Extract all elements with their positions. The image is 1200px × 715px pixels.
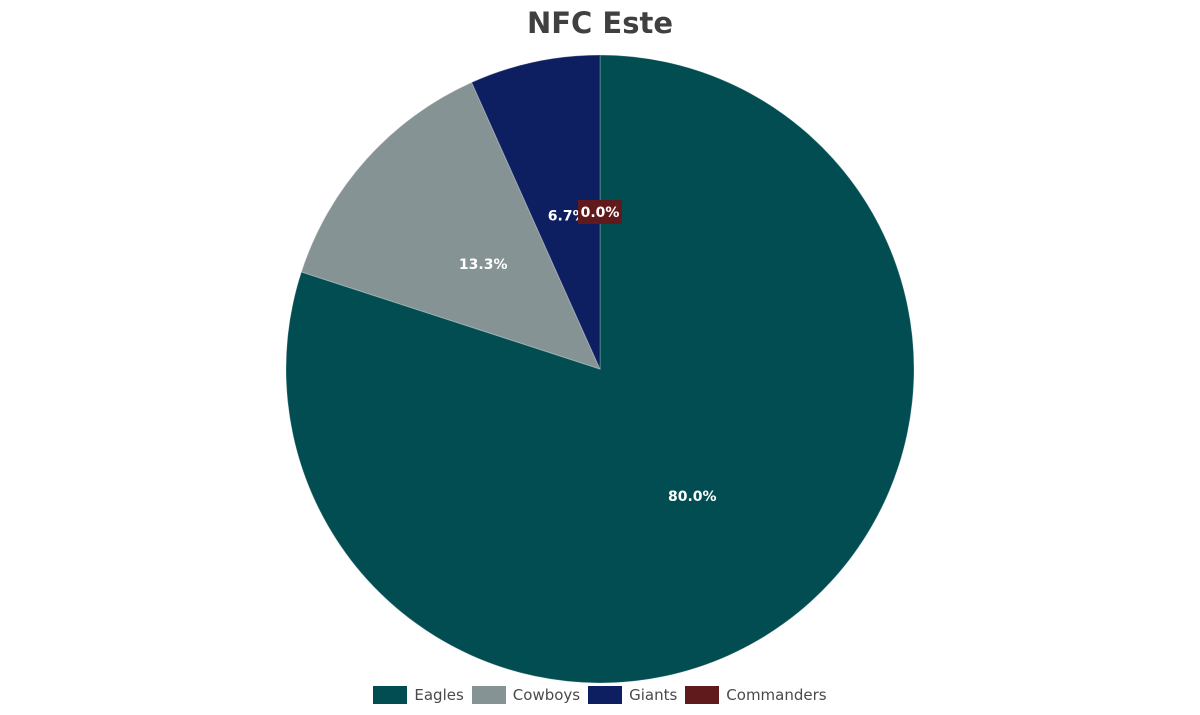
- legend-swatch: [373, 686, 408, 704]
- pie-slice-eagles[interactable]: [285, 54, 915, 684]
- slice-label-commanders: 0.0%: [578, 200, 622, 224]
- slice-label-cowboys: 13.3%: [459, 257, 508, 273]
- legend-item-giants[interactable]: Giants: [588, 686, 677, 704]
- legend-swatch: [471, 686, 506, 704]
- legend-swatch: [685, 686, 720, 704]
- legend-label: Giants: [629, 686, 678, 704]
- chart-title: NFC Este: [526, 6, 674, 40]
- legend-swatch: [588, 686, 623, 704]
- pie-slice-cowboys[interactable]: [300, 81, 601, 370]
- svg-text:13.3%: 13.3%: [459, 257, 508, 273]
- legend-label: Commanders: [726, 686, 827, 704]
- legend-item-eagles[interactable]: Eagles: [373, 686, 464, 704]
- legend-item-cowboys[interactable]: Cowboys: [471, 686, 581, 704]
- legend-label: Eagles: [414, 686, 464, 704]
- pie-slice-giants[interactable]: [471, 54, 601, 370]
- legend: Eagles Cowboys Giants Commanders: [0, 686, 1200, 704]
- svg-text:0.0%: 0.0%: [581, 205, 620, 221]
- svg-text:6.7%: 6.7%: [548, 208, 587, 224]
- slice-label-background: [578, 200, 622, 224]
- slice-label-giants: 6.7%: [548, 208, 587, 224]
- svg-text:80.0%: 80.0%: [668, 489, 717, 505]
- slice-label-eagles: 80.0%: [668, 489, 717, 505]
- legend-label: Cowboys: [512, 686, 581, 704]
- legend-item-commanders[interactable]: Commanders: [685, 686, 827, 704]
